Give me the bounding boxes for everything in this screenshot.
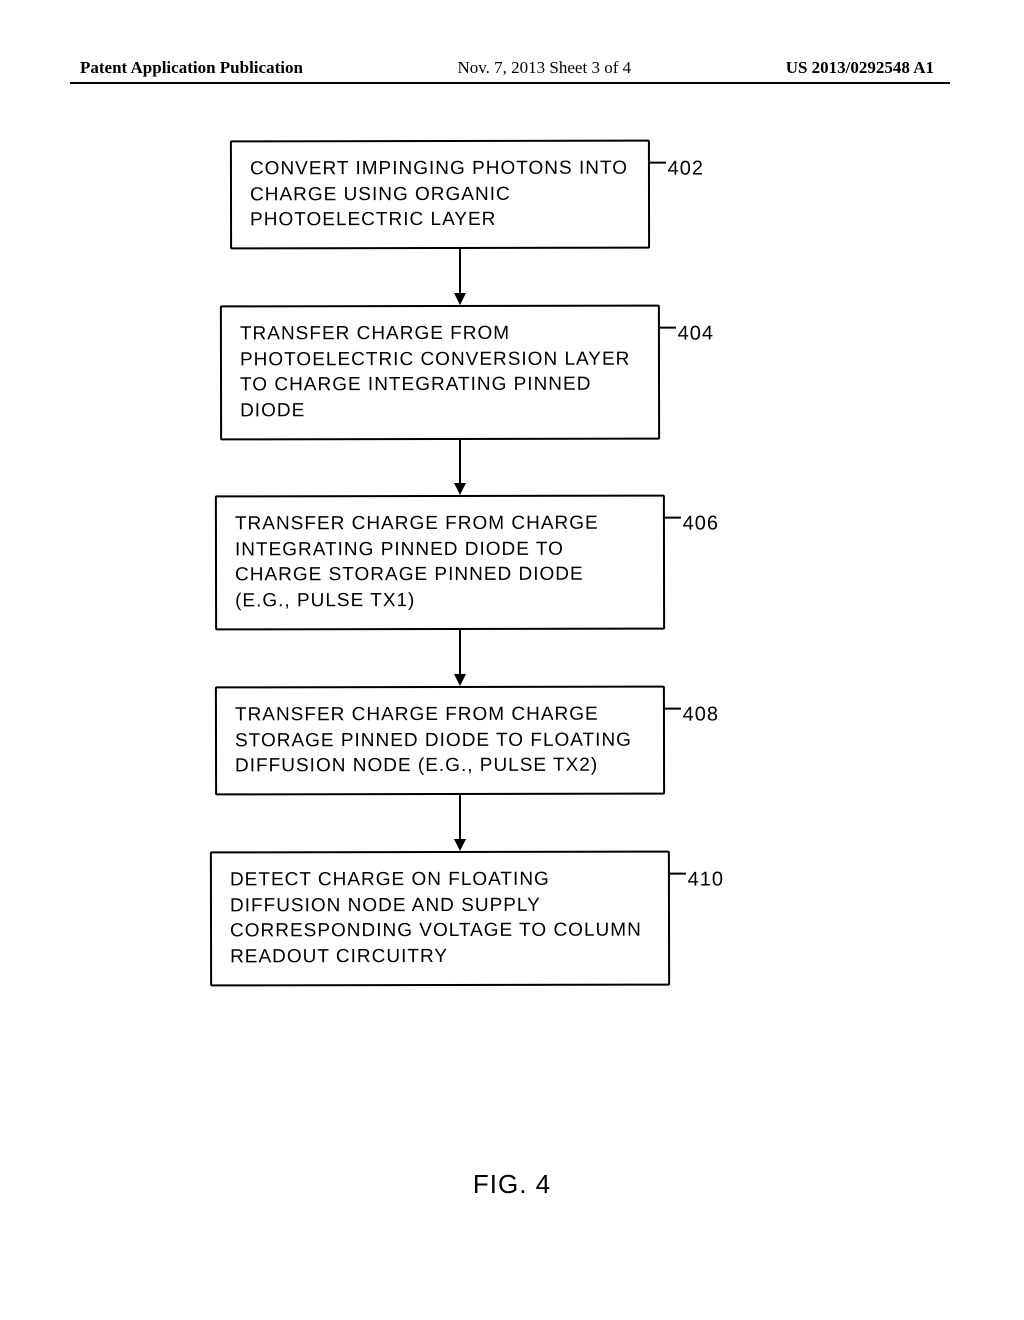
arrow-head-icon [454,483,466,495]
ref-tick [660,327,676,329]
header-pub-number: US 2013/0292548 A1 [786,58,934,78]
flow-node-406: TRANSFER CHARGE FROM CHARGE INTEGRATING … [215,495,665,630]
ref-label: 410 [688,866,724,893]
ref-tick [670,873,686,875]
arrow-head-icon [454,293,466,305]
arrow-shaft [459,249,461,293]
flow-node-text: TRANSFER CHARGE FROM CHARGE STORAGE PINN… [235,704,632,777]
flow-node-text: TRANSFER CHARGE FROM CHARGE INTEGRATING … [235,513,599,612]
flow-node-text: CONVERT IMPINGING PHOTONS INTO CHARGE US… [250,158,628,231]
ref-label: 406 [683,511,719,538]
ref-tick [665,517,681,519]
flow-arrow [200,249,720,305]
page-header: Patent Application Publication Nov. 7, 2… [0,58,1024,78]
header-date-sheet: Nov. 7, 2013 Sheet 3 of 4 [458,58,632,78]
figure-label: FIG. 4 [0,1169,1024,1200]
flow-node-text: DETECT CHARGE ON FLOATING DIFFUSION NODE… [230,869,642,967]
page: Patent Application Publication Nov. 7, 2… [0,0,1024,1320]
flow-node-410: DETECT CHARGE ON FLOATING DIFFUSION NODE… [210,851,670,986]
flow-arrow [200,795,720,851]
flow-node-408: TRANSFER CHARGE FROM CHARGE STORAGE PINN… [215,686,665,796]
header-publication: Patent Application Publication [80,58,303,78]
arrow-shaft [459,439,461,483]
arrow-head-icon [454,839,466,851]
ref-tick [650,162,666,164]
ref-label: 404 [678,320,714,347]
flow-node-402: CONVERT IMPINGING PHOTONS INTO CHARGE US… [230,140,650,250]
arrow-shaft [459,630,461,674]
ref-label: 408 [683,702,719,729]
ref-label: 402 [668,156,704,183]
flowchart: CONVERT IMPINGING PHOTONS INTO CHARGE US… [200,140,720,986]
flow-arrow [200,630,720,686]
arrow-shaft [459,795,461,839]
flow-arrow [200,439,720,495]
header-rule [70,82,950,84]
arrow-head-icon [454,674,466,686]
ref-tick [665,708,681,710]
flow-node-404: TRANSFER CHARGE FROM PHOTOELECTRIC CONVE… [220,305,660,440]
flow-node-text: TRANSFER CHARGE FROM PHOTOELECTRIC CONVE… [240,323,630,421]
